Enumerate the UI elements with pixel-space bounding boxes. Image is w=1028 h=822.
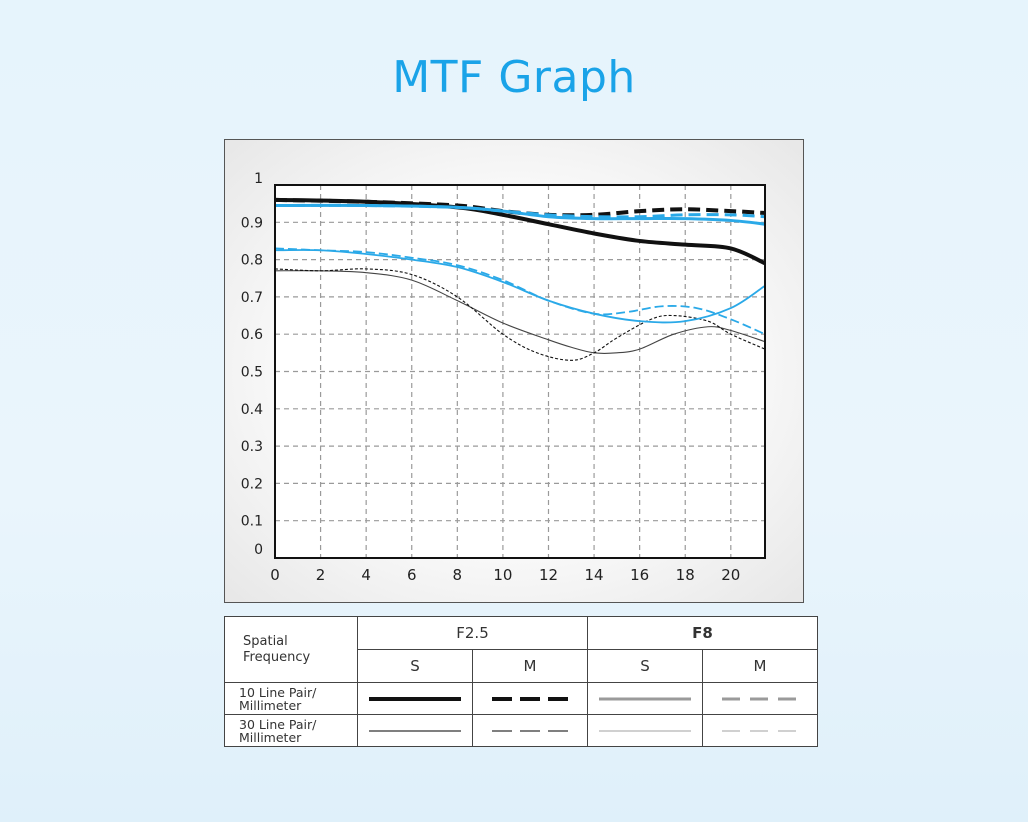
- legend-sample-30lp-f8-s: [587, 714, 703, 747]
- legend-row-10lp-line-1: 10 Line Pair/: [239, 684, 317, 700]
- legend-sample-10lp-f25-s: [357, 682, 473, 715]
- y-tick-label: 0.9: [241, 215, 263, 231]
- mtf-chart: 0 2 4 6 8 10 12 14 16 18 20 0 0.1 0.2 0.3 0.4 0.5 0.6 0.7 0…: [224, 139, 804, 603]
- series-line-F25-30lp-m: [274, 268, 766, 361]
- y-tick-label: 0.5: [241, 365, 263, 381]
- page-title: MTF Graph: [392, 52, 636, 103]
- x-tick-label: 4: [361, 566, 371, 584]
- legend-row-10lp-label: 10 Line Pair/ Millimeter: [224, 682, 358, 715]
- legend-header-f25: F2.5: [357, 616, 588, 650]
- legend-header-spatial-frequency: Spatial Frequency: [224, 616, 358, 683]
- legend-sample-30lp-f25-s: [357, 714, 473, 747]
- legend-row-30lp-label: 30 Line Pair/ Millimeter: [224, 714, 358, 747]
- y-tick-label: 1: [254, 171, 263, 187]
- x-tick-label: 20: [721, 566, 740, 584]
- y-tick-label: 0.4: [241, 402, 263, 418]
- series-line-F25-30lp-s: [274, 270, 766, 354]
- x-tick-label: 0: [270, 566, 280, 584]
- mtf-chart-svg: 0 2 4 6 8 10 12 14 16 18 20 0 0.1 0.2 0.3 0.4 0.5 0.6 0.7 0…: [241, 171, 766, 584]
- legend-header-f25-s: S: [357, 649, 473, 683]
- legend-row-30lp-line-2: Millimeter: [239, 729, 302, 745]
- x-tick-label: 2: [316, 566, 326, 584]
- legend-sample-10lp-f8-s: [587, 682, 703, 715]
- legend-sample-10lp-f25-m: [472, 682, 588, 715]
- x-tick-label: 14: [585, 566, 604, 584]
- y-tick-label: 0: [254, 542, 263, 558]
- series-line-F25-10lp-m: [274, 197, 766, 218]
- x-tick-label: 8: [453, 566, 463, 584]
- legend-table: Spatial Frequency F2.5 F8 S M S M 10 Lin…: [224, 616, 818, 747]
- x-tick-label: 16: [630, 566, 649, 584]
- x-tick-label: 10: [493, 566, 512, 584]
- y-tick-label: 0.1: [241, 514, 263, 530]
- legend-header-line-2: Frequency: [243, 649, 311, 665]
- legend-header-line-1: Spatial: [243, 633, 288, 649]
- x-tick-label: 6: [407, 566, 417, 584]
- legend-sample-10lp-f8-m: [702, 682, 818, 715]
- y-tick-label: 0.6: [241, 327, 263, 343]
- legend-sample-30lp-f8-m: [702, 714, 818, 747]
- y-tick-label: 0.7: [241, 290, 263, 306]
- series-line-F8-10lp-m: [274, 203, 766, 219]
- legend-header-f8: F8: [587, 616, 818, 650]
- legend-header-f25-m: M: [472, 649, 588, 683]
- legend-header-f8-m: M: [702, 649, 818, 683]
- series-line-F8-30lp-s: [274, 249, 766, 324]
- x-tick-label: 12: [539, 566, 558, 584]
- plot-border: [274, 184, 766, 559]
- legend-row-10lp-line-2: Millimeter: [239, 697, 302, 713]
- legend-sample-30lp-f25-m: [472, 714, 588, 747]
- y-tick-label: 0.2: [241, 476, 263, 492]
- series-line-F8-30lp-m: [274, 247, 766, 336]
- y-tick-label: 0.8: [241, 253, 263, 269]
- legend-row-30lp-line-1: 30 Line Pair/: [239, 716, 317, 732]
- y-tick-label: 0.3: [241, 439, 263, 455]
- legend-header-f8-s: S: [587, 649, 703, 683]
- x-tick-label: 18: [676, 566, 695, 584]
